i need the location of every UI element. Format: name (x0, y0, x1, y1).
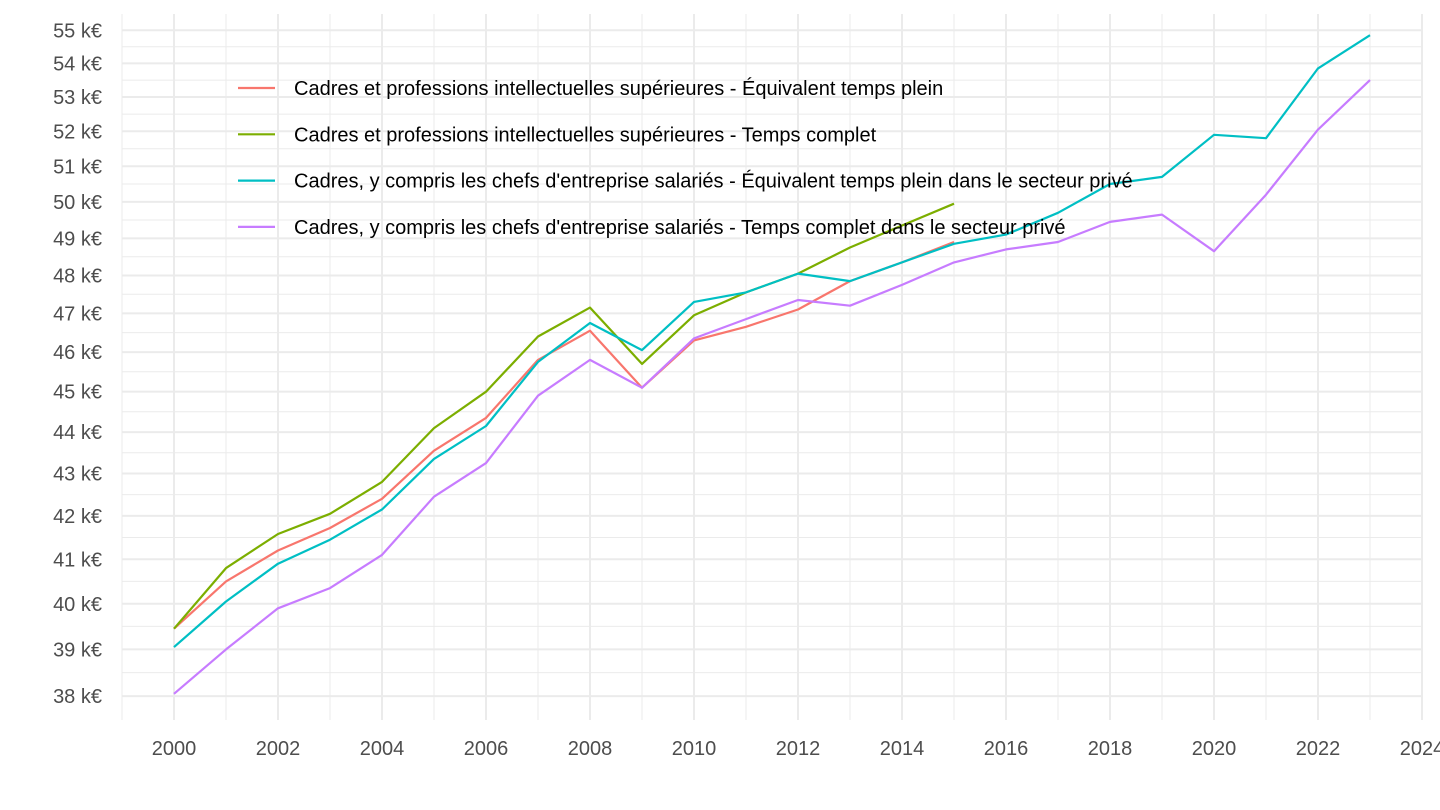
series-lines (173, 34, 1371, 695)
y-tick-label: 55 k€ (53, 20, 102, 42)
x-tick-label: 2010 (672, 738, 717, 760)
y-tick-label: 41 k€ (53, 549, 102, 571)
y-tick-label: 52 k€ (53, 121, 102, 143)
y-tick-label: 47 k€ (53, 303, 102, 325)
y-tick-label: 49 k€ (53, 228, 102, 250)
x-tick-label: 2014 (880, 738, 925, 760)
y-tick-label: 50 k€ (53, 192, 102, 214)
x-tick-label: 2002 (256, 738, 301, 760)
y-tick-label: 45 k€ (53, 382, 102, 404)
series-line-4 (173, 79, 1371, 695)
grid-major (122, 14, 1423, 720)
x-tick-label: 2000 (152, 738, 197, 760)
series-line-3 (173, 34, 1371, 648)
legend-label-4: Cadres, y compris les chefs d'entreprise… (294, 217, 1066, 239)
y-tick-label: 46 k€ (53, 342, 102, 364)
y-tick-label: 40 k€ (53, 594, 102, 616)
y-tick-label: 54 k€ (53, 53, 102, 75)
y-tick-label: 48 k€ (53, 265, 102, 287)
y-tick-label: 44 k€ (53, 422, 102, 444)
x-tick-label: 2012 (776, 738, 821, 760)
legend-label-1: Cadres et professions intellectuelles su… (294, 77, 943, 100)
x-axis-labels: 2000 2002 2004 2006 2008 2010 2012 2014 2016 2018… (152, 738, 1440, 760)
y-tick-label: 42 k€ (53, 506, 102, 528)
y-tick-label: 51 k€ (53, 156, 102, 178)
series-line-1 (173, 240, 955, 630)
y-axis-labels: 38 k€ 39 k€ 40 k€ 41 k€ 42 k€ 43 k€ 44 k€ 45 k€… (53, 20, 102, 708)
legend-label-2: Cadres et professions intellectuelles su… (294, 124, 877, 146)
x-tick-label: 2018 (1088, 738, 1133, 760)
y-tick-label: 53 k€ (53, 87, 102, 109)
legend-label-3: Cadres, y compris les chefs d'entreprise… (294, 170, 1133, 193)
x-tick-label: 2020 (1192, 738, 1237, 760)
x-tick-label: 2008 (568, 738, 613, 760)
y-tick-label: 38 k€ (53, 686, 102, 708)
series-line-2 (173, 202, 955, 630)
y-tick-label: 39 k€ (53, 639, 102, 661)
x-tick-label: 2024 (1400, 738, 1440, 760)
x-tick-label: 2006 (464, 738, 509, 760)
x-tick-label: 2004 (360, 738, 405, 760)
x-tick-label: 2022 (1296, 738, 1341, 760)
y-tick-label: 43 k€ (53, 464, 102, 486)
legend: Cadres et professions intellectuelles su… (238, 77, 1133, 239)
x-tick-label: 2016 (984, 738, 1029, 760)
grid-minor (121, 14, 1422, 720)
